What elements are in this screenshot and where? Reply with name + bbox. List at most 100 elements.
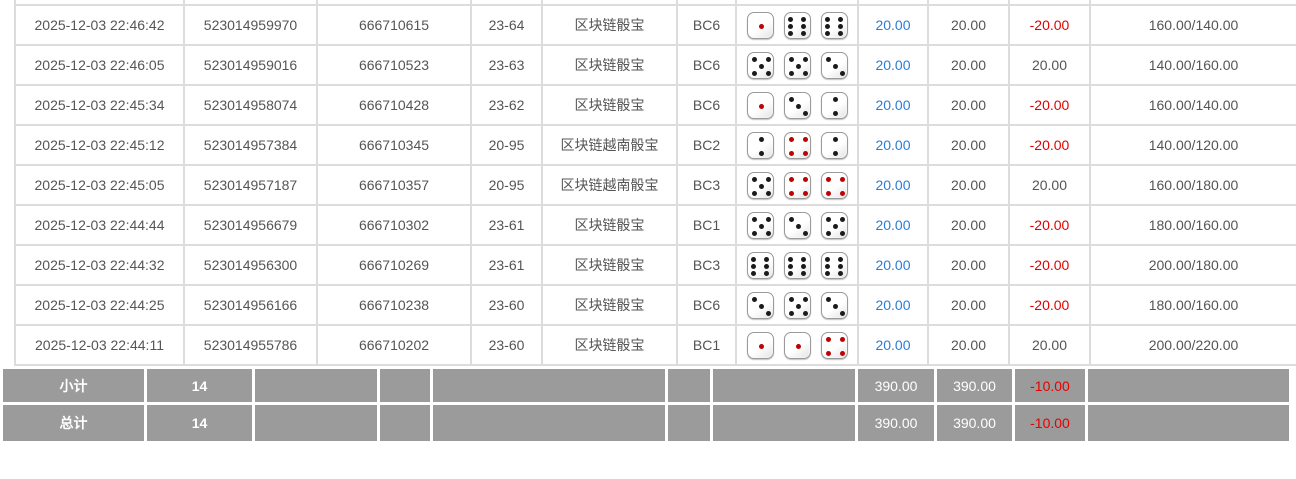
- balance-cell: 160.00/140.00: [1089, 84, 1296, 126]
- round-id-cell: 666710202: [316, 324, 472, 366]
- dice-result-cell: [735, 324, 859, 366]
- bet-option-cell: BC6: [676, 44, 737, 86]
- footer-empty-cell: [1088, 369, 1289, 402]
- clipped-cell: [676, 0, 737, 6]
- dice-result-cell: [735, 4, 859, 46]
- bet-time-cell: 2025-12-03 22:44:25: [14, 284, 185, 326]
- profit-cell: 20.00: [1008, 324, 1091, 366]
- round-id-cell: 666710523: [316, 44, 472, 86]
- die-1-icon: [746, 91, 774, 119]
- subtotal-label: 小计: [3, 369, 144, 402]
- bet-amount-link[interactable]: 20.00: [857, 84, 929, 126]
- die-4-icon: [783, 131, 811, 159]
- period-cell: 23-64: [470, 4, 543, 46]
- period-cell: 23-62: [470, 84, 543, 126]
- bet-amount-link[interactable]: 20.00: [857, 244, 929, 286]
- dice-result-cell: [735, 44, 859, 86]
- dice-result-cell: [735, 204, 859, 246]
- die-2-icon: [820, 91, 848, 119]
- die-4-icon: [820, 331, 848, 359]
- clipped-cell: [470, 0, 543, 6]
- die-6-icon: [820, 251, 848, 279]
- bet-amount-link[interactable]: 20.00: [857, 284, 929, 326]
- footer-empty-cell: [713, 405, 855, 441]
- balance-cell: 200.00/180.00: [1089, 244, 1296, 286]
- game-name-cell: 区块链骰宝: [541, 244, 678, 286]
- bet-amount-link[interactable]: 20.00: [857, 44, 929, 86]
- bet-option-cell: BC2: [676, 124, 737, 166]
- bet-option-cell: BC6: [676, 84, 737, 126]
- game-name-cell: 区块链骰宝: [541, 84, 678, 126]
- die-1-icon: [746, 11, 774, 39]
- balance-cell: 180.00/160.00: [1089, 284, 1296, 326]
- bet-id-cell: 523014956679: [183, 204, 318, 246]
- round-id-cell: 666710615: [316, 4, 472, 46]
- clipped-cell: [1008, 0, 1091, 6]
- bet-amount-link[interactable]: 20.00: [857, 164, 929, 206]
- total-row: 总计 14 390.00 390.00 -10.00: [3, 405, 1289, 441]
- record-row: 2025-12-03 22:44:44 523014956679 6667103…: [14, 204, 1296, 246]
- bet-option-cell: BC1: [676, 324, 737, 366]
- totals-table: 小计 14 390.00 390.00 -10.00 总计 14: [0, 366, 1292, 444]
- record-row: 2025-12-03 22:46:42 523014959970 6667106…: [14, 4, 1296, 46]
- die-5-icon: [746, 51, 774, 79]
- bet-amount-link[interactable]: 20.00: [857, 204, 929, 246]
- profit-cell: -20.00: [1008, 84, 1091, 126]
- clipped-cell: [927, 0, 1010, 6]
- valid-amount-cell: 20.00: [927, 44, 1010, 86]
- profit-cell: 20.00: [1008, 164, 1091, 206]
- period-cell: 23-61: [470, 204, 543, 246]
- footer-empty-cell: [668, 369, 710, 402]
- clipped-cell: [14, 0, 185, 6]
- dice-result-cell: [735, 244, 859, 286]
- die-3-icon: [783, 211, 811, 239]
- round-id-cell: 666710428: [316, 84, 472, 126]
- period-cell: 23-61: [470, 244, 543, 286]
- record-row: 2025-12-03 22:44:11 523014955786 6667102…: [14, 324, 1296, 366]
- round-id-cell: 666710302: [316, 204, 472, 246]
- subtotal-row: 小计 14 390.00 390.00 -10.00: [3, 369, 1289, 402]
- dice-result-cell: [735, 84, 859, 126]
- profit-cell: 20.00: [1008, 44, 1091, 86]
- game-name-cell: 区块链越南骰宝: [541, 124, 678, 166]
- die-4-icon: [783, 171, 811, 199]
- subtotal-bet-amount: 390.00: [858, 369, 934, 402]
- die-5-icon: [820, 211, 848, 239]
- bet-time-cell: 2025-12-03 22:44:11: [14, 324, 185, 366]
- valid-amount-cell: 20.00: [927, 284, 1010, 326]
- clipped-cell: [735, 0, 859, 6]
- game-name-cell: 区块链骰宝: [541, 4, 678, 46]
- game-name-cell: 区块链骰宝: [541, 284, 678, 326]
- footer-empty-cell: [380, 369, 430, 402]
- subtotal-valid-amount: 390.00: [937, 369, 1012, 402]
- bet-time-cell: 2025-12-03 22:45:05: [14, 164, 185, 206]
- period-cell: 20-95: [470, 124, 543, 166]
- balance-cell: 140.00/120.00: [1089, 124, 1296, 166]
- bet-amount-link[interactable]: 20.00: [857, 124, 929, 166]
- total-valid-amount: 390.00: [937, 405, 1012, 441]
- record-row: 2025-12-03 22:44:25 523014956166 6667102…: [14, 284, 1296, 326]
- clipped-cell: [541, 0, 678, 6]
- balance-cell: 140.00/160.00: [1089, 44, 1296, 86]
- bet-id-cell: 523014957187: [183, 164, 318, 206]
- die-3-icon: [820, 291, 848, 319]
- die-6-icon: [746, 251, 774, 279]
- bet-amount-link[interactable]: 20.00: [857, 324, 929, 366]
- round-id-cell: 666710357: [316, 164, 472, 206]
- clipped-cell: [857, 0, 929, 6]
- record-row: 2025-12-03 22:44:32 523014956300 6667102…: [14, 244, 1296, 286]
- clipped-previous-row: [14, 0, 1296, 6]
- record-row: 2025-12-03 22:46:05 523014959016 6667105…: [14, 44, 1296, 86]
- bet-time-cell: 2025-12-03 22:46:05: [14, 44, 185, 86]
- bet-time-cell: 2025-12-03 22:46:42: [14, 4, 185, 46]
- valid-amount-cell: 20.00: [927, 244, 1010, 286]
- record-row: 2025-12-03 22:45:05 523014957187 6667103…: [14, 164, 1296, 206]
- bet-amount-link[interactable]: 20.00: [857, 4, 929, 46]
- die-6-icon: [783, 11, 811, 39]
- die-5-icon: [746, 171, 774, 199]
- game-name-cell: 区块链越南骰宝: [541, 164, 678, 206]
- footer-empty-cell: [433, 405, 665, 441]
- profit-cell: -20.00: [1008, 204, 1091, 246]
- profit-cell: -20.00: [1008, 4, 1091, 46]
